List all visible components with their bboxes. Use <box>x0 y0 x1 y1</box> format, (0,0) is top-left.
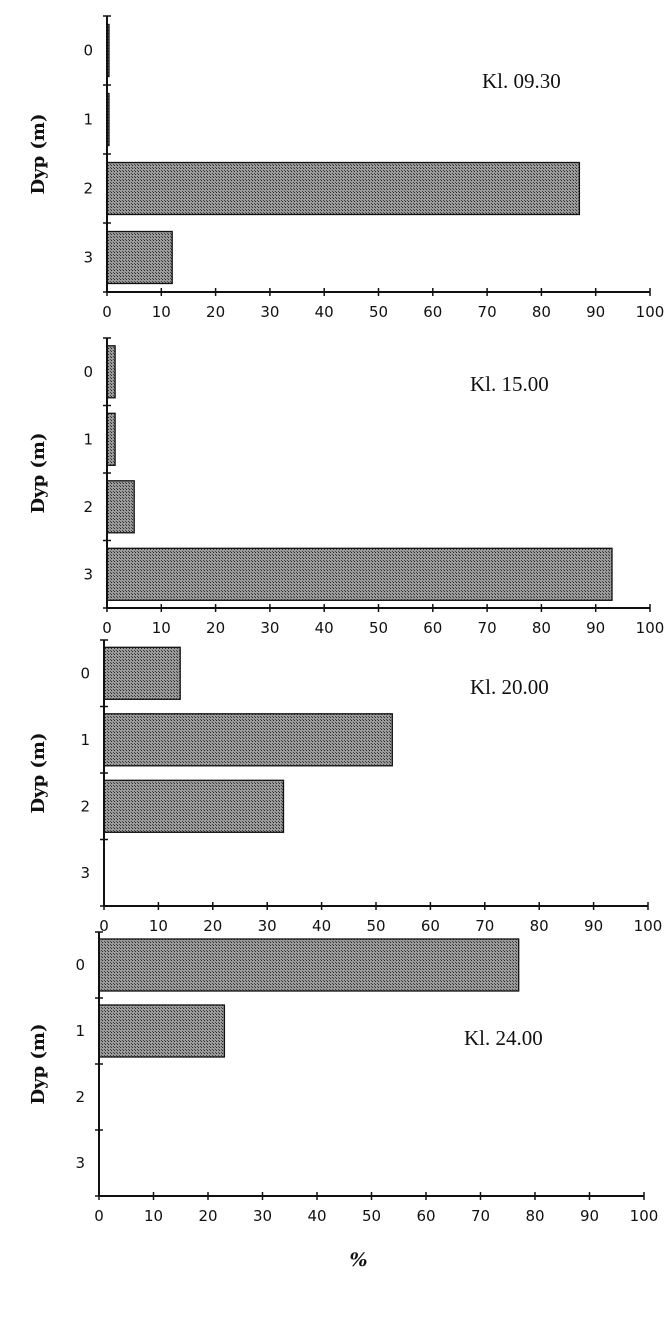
x-tick-label: 60 <box>423 619 442 637</box>
x-tick-label: 90 <box>586 303 605 321</box>
x-tick-label: 10 <box>144 1207 163 1225</box>
x-tick-label: 60 <box>416 1207 435 1225</box>
x-tick-label: 0 <box>99 917 109 935</box>
x-tick-label: 30 <box>253 1207 272 1225</box>
y-tick-label: 0 <box>83 363 93 381</box>
x-tick-label: 100 <box>630 1207 659 1225</box>
x-tick-label: 40 <box>315 619 334 637</box>
y-tick-label: 0 <box>80 664 90 682</box>
y-tick-label: 1 <box>75 1022 85 1040</box>
y-tick-label: 3 <box>83 249 93 267</box>
y-axis-title: Dyp (m) <box>28 433 49 514</box>
y-tick-label: 1 <box>83 430 93 448</box>
x-tick-label: 20 <box>206 619 225 637</box>
y-tick-label: 2 <box>75 1088 85 1106</box>
x-tick-label: 60 <box>421 917 440 935</box>
panel-title: Kl. 24.00 <box>464 1026 543 1050</box>
y-tick-label: 3 <box>80 864 90 882</box>
x-tick-label: 30 <box>258 917 277 935</box>
bar-depth-2 <box>106 161 581 216</box>
x-tick-label: 20 <box>206 303 225 321</box>
y-tick-label: 2 <box>83 180 93 198</box>
panel-title: Kl. 15.00 <box>470 372 549 396</box>
x-tick-label: 80 <box>532 619 551 637</box>
x-tick-label: 90 <box>586 619 605 637</box>
bar-depth-2 <box>103 779 285 833</box>
x-tick-label: 50 <box>369 303 388 321</box>
panel-title: Kl. 20.00 <box>470 675 549 699</box>
x-tick-label: 10 <box>152 619 171 637</box>
x-tick-label: 0 <box>102 619 112 637</box>
x-tick-label: 10 <box>152 303 171 321</box>
bar-depth-0 <box>98 938 520 992</box>
x-tick-label: 80 <box>525 1207 544 1225</box>
bar-depth-1 <box>103 713 393 767</box>
x-tick-label: 40 <box>307 1207 326 1225</box>
y-tick-label: 1 <box>80 731 90 749</box>
x-tick-label: 40 <box>312 917 331 935</box>
x-tick-label: 90 <box>584 917 603 935</box>
x-tick-label: 0 <box>102 303 112 321</box>
x-tick-label: 100 <box>636 303 665 321</box>
y-tick-label: 3 <box>83 565 93 583</box>
x-tick-label: 70 <box>478 303 497 321</box>
y-axis-title: Dyp (m) <box>28 1024 49 1105</box>
bar-depth-2 <box>106 480 135 534</box>
x-tick-label: 80 <box>530 917 549 935</box>
x-tick-label: 10 <box>149 917 168 935</box>
y-tick-label: 3 <box>75 1154 85 1172</box>
bar-depth-1 <box>98 1004 226 1058</box>
x-tick-label: 20 <box>203 917 222 935</box>
y-tick-label: 2 <box>83 498 93 516</box>
panel-title: Kl. 09.30 <box>482 69 561 93</box>
x-tick-label: 60 <box>423 303 442 321</box>
x-tick-label: 100 <box>634 917 663 935</box>
x-tick-label: 20 <box>198 1207 217 1225</box>
y-axis-title: Dyp (m) <box>28 733 49 814</box>
x-tick-label: 50 <box>369 619 388 637</box>
y-tick-label: 2 <box>80 797 90 815</box>
y-tick-label: 1 <box>83 111 93 129</box>
x-tick-label: 90 <box>580 1207 599 1225</box>
x-tick-label: 40 <box>315 303 334 321</box>
x-tick-label: 0 <box>94 1207 104 1225</box>
bar-depth-0 <box>103 646 181 700</box>
bar-depth-0 <box>106 345 116 399</box>
x-tick-label: 80 <box>532 303 551 321</box>
bar-depth-1 <box>106 412 116 466</box>
bar-depth-3 <box>106 230 173 285</box>
x-tick-label: 30 <box>260 619 279 637</box>
x-tick-label: 70 <box>471 1207 490 1225</box>
x-tick-label: 70 <box>478 619 497 637</box>
x-tick-label: 30 <box>260 303 279 321</box>
x-tick-label: 50 <box>366 917 385 935</box>
x-axis-title: % <box>349 1249 367 1271</box>
y-tick-label: 0 <box>75 956 85 974</box>
x-tick-label: 100 <box>636 619 665 637</box>
bar-depth-3 <box>106 547 613 601</box>
x-tick-label: 50 <box>362 1207 381 1225</box>
x-tick-label: 70 <box>475 917 494 935</box>
y-tick-label: 0 <box>83 42 93 60</box>
y-axis-title: Dyp (m) <box>28 114 49 195</box>
